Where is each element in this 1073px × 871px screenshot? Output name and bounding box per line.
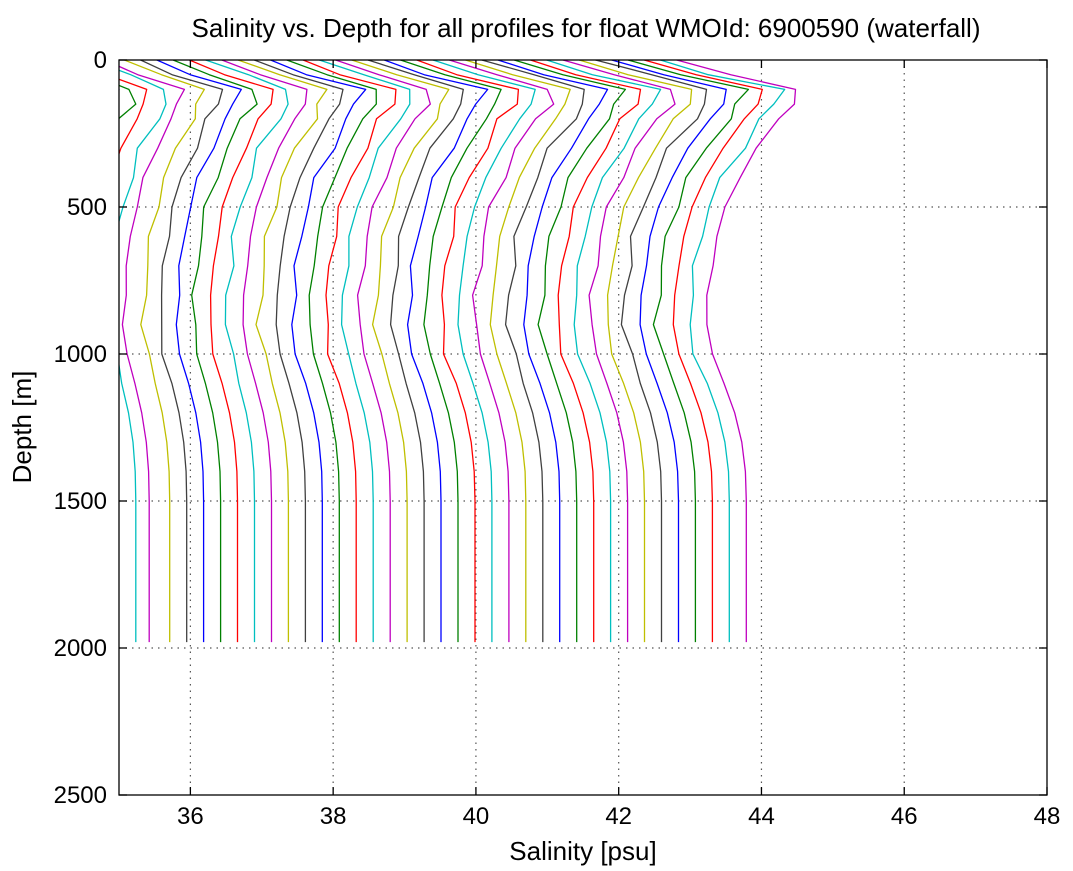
x-tick-label: 40 xyxy=(463,803,490,830)
x-axis-label: Salinity [psu] xyxy=(509,836,656,866)
grid-lines xyxy=(119,60,1047,795)
salinity-profile-line xyxy=(481,60,585,643)
salinity-profile-line xyxy=(119,65,186,643)
salinity-profile-line xyxy=(319,60,411,643)
y-tick-label: 500 xyxy=(67,194,107,221)
salinity-profile-line xyxy=(367,60,464,643)
y-tick-label: 2500 xyxy=(54,782,107,809)
salinity-profile-line xyxy=(611,60,727,643)
salinity-profile-line xyxy=(465,60,571,643)
y-tick-label: 1500 xyxy=(54,488,107,515)
salinity-profile-line xyxy=(270,60,367,643)
x-tick-label: 38 xyxy=(320,803,347,830)
salinity-profile-line xyxy=(660,60,786,643)
salinity-profile-line xyxy=(595,60,708,643)
salinity-profile-line xyxy=(497,60,609,643)
y-tick-label: 2000 xyxy=(54,635,107,662)
x-tick-label: 44 xyxy=(748,803,775,830)
salinity-profile-line xyxy=(676,60,797,643)
x-tick-label: 42 xyxy=(605,803,632,830)
salinity-profile-line xyxy=(432,60,536,643)
salinity-profile-line xyxy=(286,60,377,643)
salinity-profile-line xyxy=(119,84,137,120)
salinity-profile-line xyxy=(514,60,627,643)
salinity-profile-line xyxy=(416,60,520,643)
salinity-profile-line xyxy=(546,60,662,643)
x-tick-label: 48 xyxy=(1034,803,1061,830)
salinity-profile-line xyxy=(119,78,148,156)
salinity-profile-line xyxy=(579,60,693,643)
axis-ticks: 36 38 40 42 44 46 48 0 500 1000 1500 2000 2500 xyxy=(54,47,1061,830)
salinity-profile-line xyxy=(562,60,676,643)
salinity-profile-line xyxy=(205,60,289,643)
salinity-profile-line xyxy=(530,60,642,643)
salinity-profile-line xyxy=(156,60,242,643)
y-tick-label: 0 xyxy=(94,47,107,74)
salinity-profile-line xyxy=(237,60,328,643)
salinity-profile-line xyxy=(172,60,258,643)
salinity-profile-line xyxy=(351,60,450,643)
chart-title: Salinity vs. Depth for all profiles for … xyxy=(192,13,981,43)
salinity-profile-line xyxy=(254,60,344,643)
salinity-profile-line xyxy=(221,60,308,643)
salinity-profile-line xyxy=(335,60,431,643)
salinity-profile-line xyxy=(302,60,397,643)
salinity-profile-line xyxy=(384,60,489,643)
salinity-profile-line xyxy=(400,60,502,643)
salinity-profile-line xyxy=(644,60,763,643)
x-tick-label: 46 xyxy=(891,803,918,830)
salinity-profile-line xyxy=(449,60,555,643)
plot-frame xyxy=(118,59,1048,796)
salinity-profile-line xyxy=(119,69,167,643)
y-tick-label: 1000 xyxy=(54,341,107,368)
salinity-profile-line xyxy=(140,60,224,643)
x-tick-label: 36 xyxy=(177,803,204,830)
salinity-profile-line xyxy=(189,60,274,643)
salinity-profile-line xyxy=(627,60,750,643)
salinity-profile-line xyxy=(124,60,205,643)
y-axis-label: Depth [m] xyxy=(7,371,37,484)
profile-series xyxy=(119,60,797,643)
